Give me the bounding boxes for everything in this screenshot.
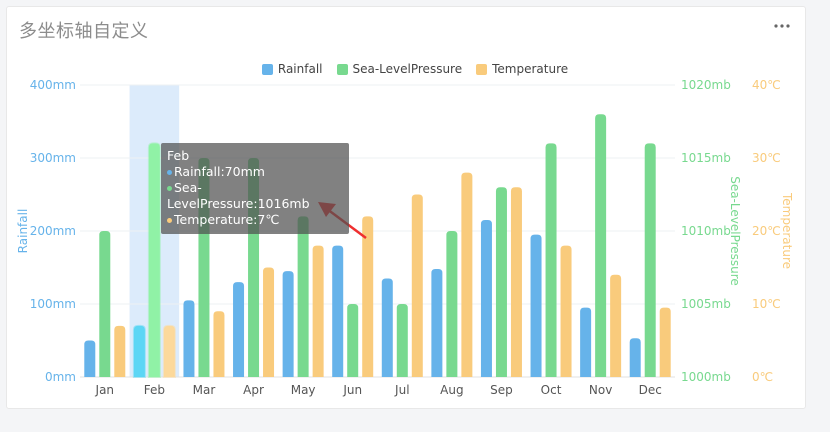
legend-swatch-temperature [476, 63, 488, 75]
bar-temperature-jan [114, 325, 126, 377]
x-tick-label: Apr [243, 383, 264, 397]
x-tick-label: Dec [639, 383, 662, 397]
tooltip-text-rainfall: Rainfall:70mm [174, 164, 265, 179]
right-axis-temperature-title: Temperature [780, 192, 794, 269]
legend-swatch-sea-level-pressure [336, 63, 348, 75]
bar-pressure-jun [347, 304, 359, 377]
more-options-icon[interactable] [773, 21, 791, 31]
bar-rainfall-nov [580, 307, 592, 377]
bar-pressure-may [297, 216, 309, 377]
bar-temperature-jun [362, 216, 374, 377]
bar-pressure-dec [644, 143, 656, 377]
bar-pressure-aug [446, 231, 458, 377]
left-axis-tick: 100mm [30, 297, 76, 311]
bar-temperature-sep [510, 187, 522, 377]
bar-temperature-feb [162, 324, 176, 378]
x-tick-label: Jan [95, 383, 115, 397]
tooltip-dot-pressure [167, 186, 172, 191]
bar-rainfall-sep [480, 220, 492, 377]
x-tick-label: Nov [589, 383, 612, 397]
x-tick-label: Aug [440, 383, 463, 397]
legend-label-temperature: Temperature [492, 62, 569, 76]
bar-rainfall-aug [431, 268, 443, 377]
tooltip-dot-rainfall [167, 170, 172, 175]
left-axis-tick: 200mm [30, 224, 76, 238]
bar-pressure-oct [545, 143, 557, 377]
tooltip-title: Feb [167, 148, 190, 163]
bar-rainfall-jan [84, 340, 96, 377]
bar-rainfall-jun [332, 245, 344, 377]
bar-rainfall-dec [629, 338, 641, 377]
x-tick-label: Feb [144, 383, 165, 397]
bar-rainfall-mar [183, 300, 195, 377]
right-axis-temperature-tick: 20℃ [752, 224, 781, 238]
bar-temperature-may [312, 245, 324, 377]
right-axis-pressure-tick: 1020mb [681, 78, 731, 92]
bar-temperature-oct [560, 245, 572, 377]
tooltip-line-pressure: Sea-LevelPressure:1016mb [167, 180, 343, 212]
bar-pressure-jan [99, 231, 111, 377]
right-axis-pressure-tick: 1010mb [681, 224, 731, 238]
x-tick-label: Mar [193, 383, 216, 397]
legend-label-sea-level-pressure: Sea-LevelPressure [352, 62, 463, 76]
bar-temperature-dec [659, 307, 671, 377]
tooltip-text-temperature: Temperature:7℃ [174, 212, 280, 227]
right-axis-temperature-tick: 40℃ [752, 78, 781, 92]
bar-rainfall-feb [132, 324, 146, 378]
bar-pressure-feb [147, 142, 161, 378]
bar-pressure-sep [495, 187, 507, 377]
chart-tooltip: Feb Rainfall:70mm Sea-LevelPressure:1016… [161, 143, 349, 234]
bar-temperature-apr [263, 267, 275, 377]
bar-temperature-nov [610, 274, 622, 377]
legend-item-temperature[interactable]: Temperature [476, 62, 568, 76]
right-axis-pressure-tick: 1000mb [681, 370, 731, 384]
tooltip-text-pressure: Sea-LevelPressure:1016mb [167, 180, 310, 211]
x-tick-label: May [291, 383, 316, 397]
tooltip-dot-temperature [167, 218, 172, 223]
tooltip-line-rainfall: Rainfall:70mm [167, 164, 343, 180]
legend-swatch-rainfall [261, 63, 273, 75]
legend-label-rainfall: Rainfall [277, 62, 323, 76]
bar-rainfall-jul [381, 278, 393, 377]
x-tick-label: Sep [490, 383, 513, 397]
bar-rainfall-may [282, 271, 294, 377]
right-axis-temperature-tick: 10℃ [752, 297, 781, 311]
x-tick-label: Jun [342, 383, 362, 397]
x-tick-label: Oct [541, 383, 562, 397]
legend-item-sea-level-pressure[interactable]: Sea-LevelPressure [336, 62, 463, 76]
left-axis-tick: 0mm [45, 370, 76, 384]
left-axis-tick: 300mm [30, 151, 76, 165]
x-tick-label: Jul [394, 383, 409, 397]
right-axis-temperature-tick: 0℃ [752, 370, 773, 384]
bar-rainfall-oct [530, 234, 542, 377]
tooltip-line-temperature: Temperature:7℃ [167, 212, 343, 228]
bar-rainfall-apr [233, 282, 245, 377]
left-axis-tick: 400mm [30, 78, 76, 92]
card-title: 多坐标轴自定义 [19, 21, 149, 42]
bar-pressure-jul [396, 304, 408, 377]
right-axis-pressure-title: Sea-LevelPressure [728, 176, 742, 286]
bar-temperature-jul [411, 194, 423, 377]
left-axis-title: Rainfall [16, 209, 30, 254]
right-axis-pressure-tick: 1005mb [681, 297, 731, 311]
bar-temperature-mar [213, 311, 225, 377]
right-axis-pressure-tick: 1015mb [681, 151, 731, 165]
chart-legend: Rainfall Sea-LevelPressure Temperature [0, 62, 830, 76]
right-axis-temperature-tick: 30℃ [752, 151, 781, 165]
bar-temperature-aug [461, 172, 473, 377]
legend-item-rainfall[interactable]: Rainfall [261, 62, 323, 76]
bar-pressure-nov [595, 114, 607, 377]
